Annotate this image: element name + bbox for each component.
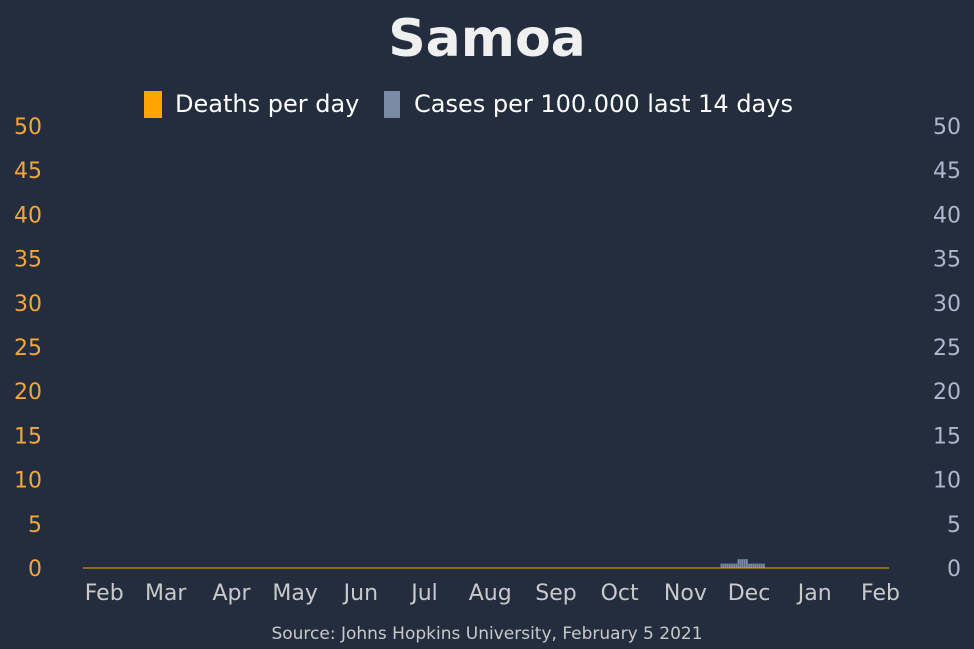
y-axis-right: 0 5 10 15 20 25 30 35 40 45 50 — [933, 115, 961, 582]
cases-bar — [748, 563, 750, 568]
x-tick-label: Feb — [861, 581, 900, 606]
y-left-tick-label: 35 — [14, 248, 42, 273]
x-tick-label: Apr — [212, 581, 251, 606]
cases-bar — [754, 563, 757, 568]
y-right-tick-label: 10 — [933, 469, 961, 494]
cases-bar — [745, 559, 748, 568]
source-note: Source: Johns Hopkins University, Februa… — [271, 624, 702, 644]
cases-bar — [731, 563, 733, 568]
cases-bar — [729, 563, 731, 568]
legend-deaths-label: Deaths per day — [175, 90, 359, 118]
y-left-tick-label: 40 — [14, 203, 42, 228]
x-axis: Feb Mar Apr May Jun Jul Aug Sep Oct Nov Dec Jan Feb — [85, 581, 900, 606]
y-left-tick-label: 20 — [14, 380, 42, 405]
y-left-tick-label: 50 — [14, 115, 42, 140]
y-left-tick-label: 0 — [28, 557, 42, 582]
x-tick-label: Aug — [469, 581, 512, 606]
legend-deaths-swatch — [144, 91, 162, 118]
cases-bar — [758, 563, 761, 568]
y-right-tick-label: 20 — [933, 380, 961, 405]
cases-bar — [722, 563, 725, 568]
cases-bar — [735, 563, 738, 568]
y-right-tick-label: 50 — [933, 115, 961, 140]
cases-bar — [743, 559, 746, 568]
x-tick-label: Sep — [535, 581, 576, 606]
y-right-tick-label: 35 — [933, 248, 961, 273]
cases-bar — [760, 563, 763, 568]
legend: Deaths per day Cases per 100.000 last 14… — [144, 90, 793, 118]
cases-bar — [739, 559, 742, 568]
cases-bar — [762, 563, 765, 568]
y-right-tick-label: 0 — [947, 557, 961, 582]
x-tick-label: Feb — [85, 581, 124, 606]
x-tick-label: Jun — [342, 581, 378, 606]
cases-bar — [726, 563, 729, 568]
y-right-tick-label: 40 — [933, 203, 961, 228]
cases-bar — [756, 563, 759, 568]
y-left-tick-label: 25 — [14, 336, 42, 361]
y-left-tick-label: 5 — [28, 513, 42, 538]
y-right-tick-label: 30 — [933, 292, 961, 317]
cases-series — [720, 559, 765, 568]
cases-bar — [737, 559, 740, 568]
chart-title: Samoa — [388, 9, 586, 69]
cases-bar — [733, 563, 736, 568]
cases-bar — [724, 563, 727, 568]
cases-bar — [750, 563, 753, 568]
x-tick-label: Jan — [796, 581, 832, 606]
y-right-tick-label: 45 — [933, 159, 961, 184]
x-tick-label: Oct — [601, 581, 639, 606]
x-tick-label: Jul — [409, 581, 438, 606]
y-right-tick-label: 25 — [933, 336, 961, 361]
y-left-tick-label: 10 — [14, 469, 42, 494]
cases-bar — [741, 559, 744, 568]
x-tick-label: Mar — [145, 581, 187, 606]
y-right-tick-label: 15 — [933, 424, 961, 449]
legend-cases-label: Cases per 100.000 last 14 days — [414, 90, 793, 118]
y-left-tick-label: 15 — [14, 424, 42, 449]
legend-cases-swatch — [384, 91, 400, 118]
y-axis-left: 0 5 10 15 20 25 30 35 40 45 50 — [14, 115, 42, 582]
x-tick-label: Nov — [664, 581, 707, 606]
y-right-tick-label: 5 — [947, 513, 961, 538]
cases-bar — [720, 563, 723, 568]
y-left-tick-label: 45 — [14, 159, 42, 184]
cases-bar — [752, 563, 755, 568]
x-tick-label: Dec — [728, 581, 771, 606]
x-tick-label: May — [272, 581, 317, 606]
y-left-tick-label: 30 — [14, 292, 42, 317]
